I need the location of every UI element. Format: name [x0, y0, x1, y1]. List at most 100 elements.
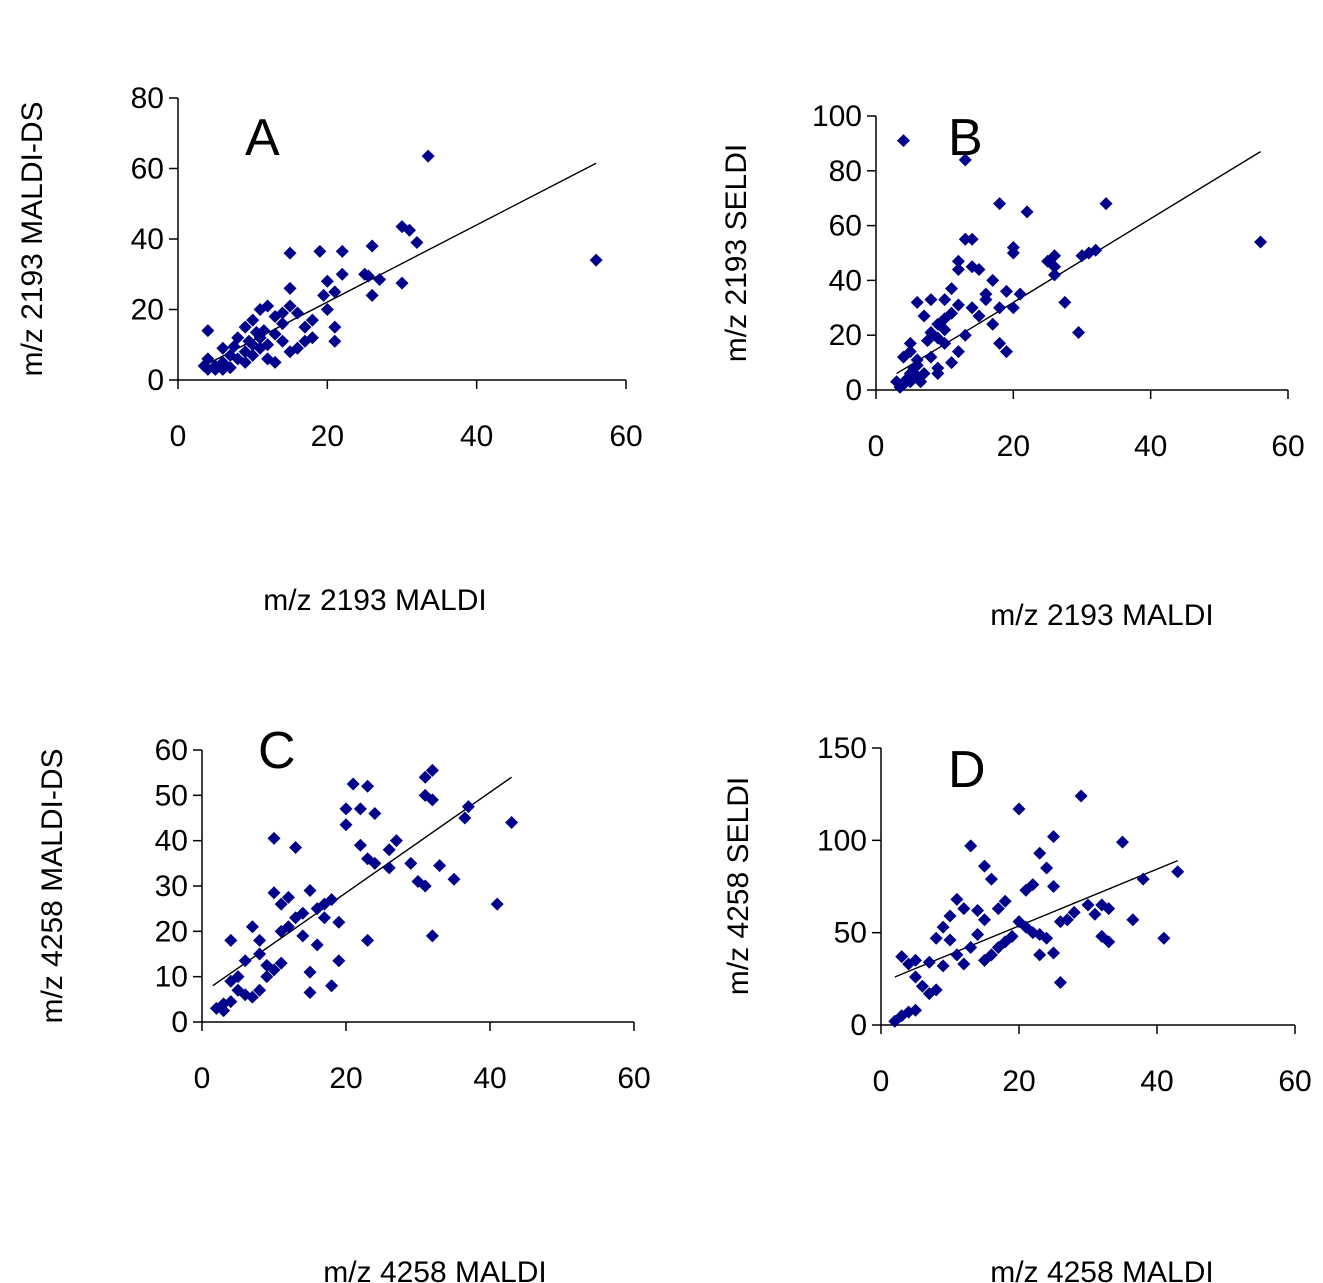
data-point	[260, 970, 274, 984]
data-point	[249, 325, 263, 339]
y-tick-label: 60	[829, 210, 862, 243]
data-point	[290, 306, 304, 320]
data-point	[310, 938, 324, 952]
data-point	[1067, 905, 1081, 919]
data-point	[1053, 915, 1067, 929]
data-point	[365, 239, 379, 253]
data-point	[909, 970, 922, 984]
data-point	[964, 940, 978, 954]
data-point	[223, 361, 237, 375]
data-point	[361, 852, 375, 866]
data-point	[984, 872, 998, 886]
x-tick-label: 20	[329, 1062, 362, 1095]
y-tick-label: 100	[817, 824, 867, 857]
data-point	[224, 995, 238, 1009]
y-tick-label: 20	[131, 294, 164, 327]
data-point	[303, 986, 317, 1000]
y-tick-label: 0	[147, 364, 164, 397]
data-point	[303, 884, 317, 898]
data-point	[936, 920, 950, 934]
data-point	[986, 273, 1000, 287]
data-point	[458, 811, 472, 825]
data-point	[943, 933, 957, 947]
data-point	[335, 244, 349, 258]
data-point	[1013, 287, 1027, 301]
panel-letter: B	[948, 109, 983, 167]
data-point	[896, 134, 910, 148]
x-tick-label: 0	[194, 1062, 211, 1095]
data-point	[1019, 883, 1033, 897]
data-point	[1006, 301, 1020, 315]
x-tick-label: 40	[1140, 1065, 1173, 1098]
y-tick-label: 60	[155, 734, 188, 767]
x-tick-label: 60	[1271, 430, 1304, 463]
panel-d: 0 50 100 150 0 20 40 60 Dm/z 4258 SELDI m/z 4258 …	[722, 732, 1312, 1283]
x-tick-label: 20	[1002, 1065, 1035, 1098]
data-point	[217, 1004, 231, 1018]
data-point	[433, 859, 447, 873]
data-point	[298, 334, 312, 348]
data-point	[276, 334, 290, 348]
y-tick-label: 80	[131, 82, 164, 115]
panel-a: 0 20 40 60 80 0 20 40 60 Am/z 2193 MALDI-DS m/z 21…	[16, 82, 643, 617]
data-point	[1048, 260, 1062, 274]
data-point	[999, 284, 1013, 298]
data-point	[361, 933, 375, 947]
data-point	[903, 336, 917, 350]
data-point	[978, 953, 991, 967]
data-point	[208, 362, 222, 376]
data-point	[328, 320, 342, 334]
data-point	[317, 288, 331, 302]
data-point	[268, 310, 282, 324]
data-point	[425, 793, 439, 807]
data-point	[1072, 325, 1086, 339]
data-point	[389, 834, 403, 848]
data-point	[425, 763, 439, 777]
data-point	[276, 317, 290, 331]
x-tick-label: 60	[617, 1062, 650, 1095]
data-point	[978, 859, 991, 873]
panel-letter: C	[258, 722, 296, 780]
data-point	[903, 345, 917, 359]
data-point	[943, 909, 957, 923]
panel-letter: D	[948, 741, 986, 799]
data-point	[964, 839, 978, 853]
x-axis-title: m/z 2193 MALDI	[990, 599, 1213, 632]
panel-b: 0 20 40 60 80 100 0 20 40 60 Bm/z 2193 SELDI m/z 21…	[720, 100, 1305, 632]
y-tick-label: 50	[834, 917, 867, 950]
y-tick-label: 40	[829, 264, 862, 297]
x-tick-label: 40	[460, 420, 493, 453]
data-point	[404, 856, 418, 870]
data-point	[246, 348, 260, 362]
data-point	[447, 872, 461, 886]
data-point	[238, 355, 252, 369]
data-point	[325, 979, 339, 993]
data-point	[957, 902, 971, 916]
data-point	[223, 348, 237, 362]
data-point	[1116, 835, 1129, 849]
data-point	[224, 933, 238, 947]
data-point	[353, 802, 367, 816]
data-point	[971, 904, 985, 918]
data-point	[958, 328, 972, 342]
data-point	[907, 361, 921, 375]
data-point	[361, 779, 375, 793]
data-point	[313, 244, 327, 258]
data-point	[303, 965, 317, 979]
data-point	[1171, 865, 1185, 879]
data-point	[909, 1003, 922, 1017]
data-point	[1058, 295, 1072, 309]
data-point	[328, 334, 342, 348]
data-point	[410, 236, 424, 250]
data-point	[253, 983, 267, 997]
x-axis-title: m/z 4258 MALDI	[990, 1256, 1213, 1283]
x-tick-label: 0	[868, 430, 885, 463]
data-point	[425, 929, 439, 943]
data-point	[332, 954, 346, 968]
data-point	[253, 947, 267, 961]
data-point	[1048, 268, 1062, 282]
data-point	[281, 890, 295, 904]
data-point	[991, 902, 1005, 916]
data-point	[1047, 830, 1060, 844]
